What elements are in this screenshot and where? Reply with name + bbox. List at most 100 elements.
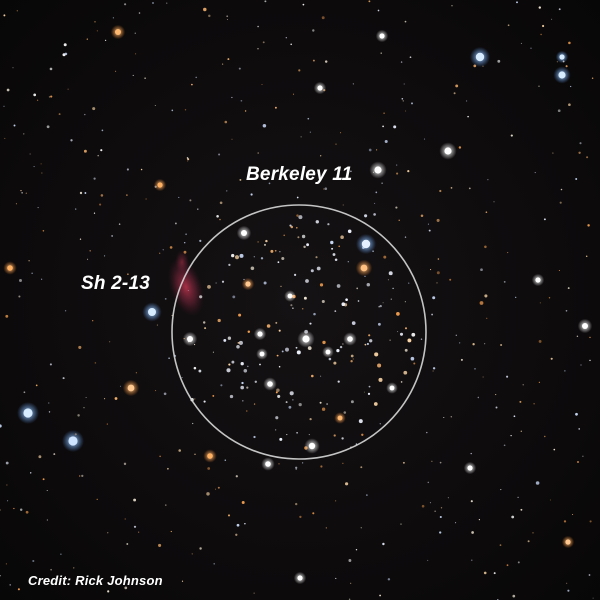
star — [257, 25, 259, 28]
star — [247, 365, 249, 368]
star — [244, 522, 246, 525]
star — [0, 575, 1, 577]
star — [411, 332, 416, 337]
star — [578, 151, 581, 154]
star — [296, 196, 299, 199]
star — [140, 168, 143, 171]
star — [539, 302, 541, 304]
star — [241, 501, 245, 504]
star — [306, 243, 310, 247]
star — [253, 435, 256, 439]
star — [185, 233, 187, 236]
star — [549, 499, 551, 501]
star — [321, 299, 325, 304]
star — [565, 65, 568, 68]
star — [6, 484, 8, 486]
star — [181, 580, 184, 582]
star — [399, 332, 404, 336]
star — [167, 467, 169, 470]
star — [107, 532, 109, 534]
star — [301, 462, 304, 464]
star — [268, 182, 271, 185]
star — [459, 342, 461, 344]
star — [123, 462, 127, 466]
star — [382, 302, 384, 304]
star — [479, 301, 484, 305]
star — [23, 391, 26, 394]
star — [407, 338, 412, 343]
star — [217, 486, 220, 489]
star — [114, 397, 118, 400]
star — [552, 152, 554, 154]
star — [396, 164, 398, 166]
star — [431, 460, 433, 462]
star — [558, 71, 566, 79]
star — [138, 531, 140, 533]
star — [347, 336, 353, 342]
star — [285, 347, 289, 352]
star — [181, 376, 183, 379]
star — [450, 416, 453, 418]
star — [484, 343, 486, 345]
star — [85, 396, 87, 399]
star — [553, 448, 556, 451]
star — [568, 103, 571, 107]
star — [220, 384, 223, 387]
star — [151, 1, 155, 5]
star — [48, 96, 51, 98]
star — [396, 312, 400, 316]
star — [295, 502, 298, 506]
star — [530, 47, 532, 49]
star — [226, 15, 229, 18]
star — [400, 523, 402, 525]
star — [254, 380, 257, 383]
star — [261, 83, 263, 86]
star — [16, 10, 18, 12]
star — [79, 475, 81, 477]
star — [280, 285, 282, 287]
star — [158, 543, 162, 547]
star — [297, 236, 300, 239]
star — [439, 189, 442, 193]
star — [228, 263, 231, 267]
star — [276, 354, 279, 357]
nebula-sh2-13 — [168, 250, 204, 316]
star — [21, 192, 23, 194]
star — [455, 334, 457, 336]
star — [382, 542, 385, 546]
star — [270, 249, 274, 253]
star — [212, 394, 215, 397]
star — [5, 563, 8, 565]
star — [25, 192, 27, 194]
star — [303, 245, 306, 249]
star — [111, 235, 113, 237]
star — [321, 407, 326, 411]
star — [519, 400, 522, 403]
star — [124, 518, 126, 520]
star — [283, 234, 285, 237]
star — [400, 61, 403, 63]
star — [319, 401, 322, 404]
star — [219, 218, 221, 221]
star — [381, 182, 383, 184]
star — [474, 368, 476, 370]
star — [420, 214, 424, 217]
star — [133, 525, 137, 528]
star — [373, 213, 376, 216]
star — [307, 117, 310, 120]
star — [259, 363, 261, 366]
star — [301, 307, 304, 310]
star — [347, 261, 349, 263]
star — [115, 70, 117, 72]
star — [178, 449, 181, 452]
star — [507, 24, 510, 27]
star — [243, 369, 248, 373]
star — [127, 384, 135, 392]
star — [511, 515, 515, 519]
star — [327, 223, 330, 226]
star — [497, 59, 501, 63]
star — [592, 597, 594, 599]
star — [534, 172, 536, 174]
star — [517, 561, 520, 564]
